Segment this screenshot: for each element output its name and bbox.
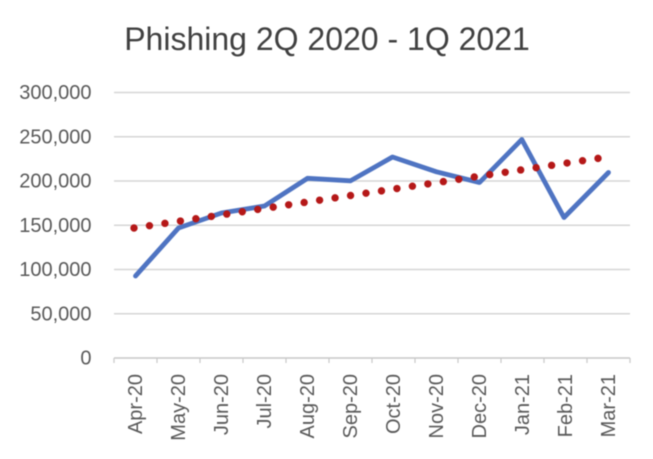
svg-text:150,000: 150,000 [19, 215, 91, 237]
svg-text:Dec-20: Dec-20 [469, 374, 491, 438]
svg-text:May-20: May-20 [168, 374, 190, 441]
svg-text:100,000: 100,000 [19, 259, 91, 281]
svg-text:Feb-21: Feb-21 [555, 374, 577, 437]
svg-text:200,000: 200,000 [19, 171, 91, 193]
svg-text:Phishing 2Q 2020 - 1Q 2021: Phishing 2Q 2020 - 1Q 2021 [124, 21, 530, 57]
svg-text:Oct-20: Oct-20 [383, 374, 405, 434]
svg-text:Sep-20: Sep-20 [340, 374, 362, 439]
svg-text:Aug-20: Aug-20 [297, 374, 319, 439]
svg-text:Jan-21: Jan-21 [512, 374, 534, 435]
svg-text:300,000: 300,000 [19, 82, 91, 104]
svg-text:Nov-20: Nov-20 [426, 374, 448, 438]
svg-text:Mar-21: Mar-21 [598, 374, 620, 437]
svg-text:250,000: 250,000 [19, 126, 91, 148]
svg-text:Jun-20: Jun-20 [211, 374, 233, 435]
svg-text:Apr-20: Apr-20 [125, 374, 147, 434]
svg-text:0: 0 [80, 348, 91, 370]
svg-text:Jul-20: Jul-20 [254, 374, 276, 428]
svg-text:50,000: 50,000 [30, 303, 91, 325]
